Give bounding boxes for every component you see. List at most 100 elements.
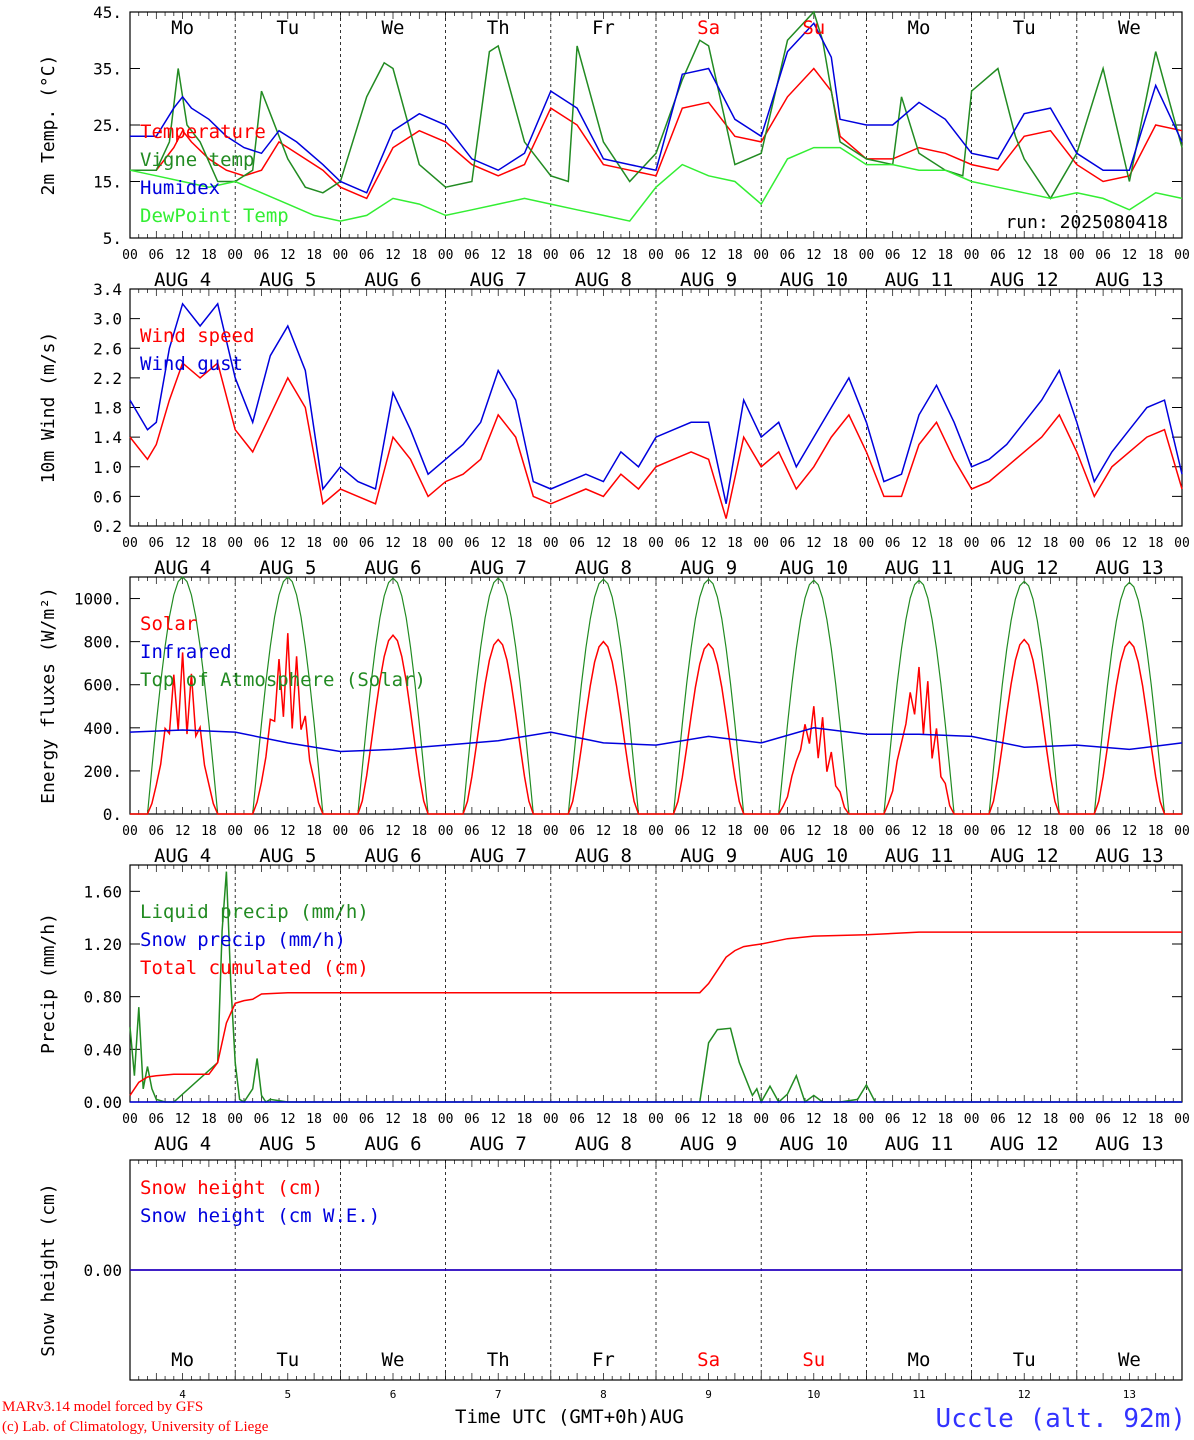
precip-y-tick-label: 0.00 [83, 1093, 122, 1112]
hour-tick-label: 06 [885, 824, 901, 839]
date-label: AUG 7 [470, 557, 527, 579]
hour-tick-label: 18 [306, 248, 322, 263]
hour-tick-label: 06 [1095, 824, 1111, 839]
hour-tick-label: 12 [806, 1112, 822, 1127]
date-label: AUG 9 [680, 845, 737, 867]
hour-tick-label: 00 [753, 536, 769, 551]
precip-y-axis-label: Precip (mm/h) [38, 913, 59, 1054]
hour-tick-label: 18 [727, 536, 743, 551]
wind-y-tick-label: 1.4 [93, 428, 122, 447]
hour-tick-label: 12 [385, 1112, 401, 1127]
series-line-infrared [129, 727, 1183, 753]
energy-y-tick-label: 0. [103, 805, 122, 824]
hour-tick-label: 12 [280, 536, 296, 551]
legend-vigne-temp: Vigne temp [140, 149, 254, 171]
wind-y-tick-label: 1.0 [93, 458, 122, 477]
date-label: AUG 13 [1095, 557, 1164, 579]
date-label: AUG 7 [470, 1133, 527, 1155]
energy-frame [129, 576, 1183, 815]
hour-tick-label: 18 [411, 1112, 427, 1127]
hour-tick-label: 12 [1016, 1112, 1032, 1127]
hour-tick-label: 06 [674, 824, 690, 839]
hour-tick-label: 12 [385, 824, 401, 839]
day-number-label: 5 [284, 1388, 291, 1401]
hour-tick-label: 12 [596, 248, 612, 263]
hour-tick-label: 00 [964, 536, 980, 551]
date-label: AUG 7 [470, 845, 527, 867]
temp-y-tick-label: 5. [103, 229, 122, 248]
hour-tick-label: 18 [622, 536, 638, 551]
hour-tick-label: 00 [859, 536, 875, 551]
hour-tick-label: 12 [175, 536, 191, 551]
date-label: AUG 6 [364, 845, 421, 867]
series-line-wind-speed [129, 361, 1183, 519]
hour-tick-label: 00 [1069, 536, 1085, 551]
hour-tick-label: 06 [254, 1112, 270, 1127]
hour-tick-label: 12 [385, 536, 401, 551]
hour-tick-label: 00 [753, 824, 769, 839]
hour-tick-label: 12 [280, 1112, 296, 1127]
hour-tick-label: 06 [1095, 536, 1111, 551]
hour-tick-label: 12 [280, 248, 296, 263]
hour-tick-label: 06 [1095, 248, 1111, 263]
hour-tick-label: 18 [306, 1112, 322, 1127]
date-label: AUG 8 [575, 269, 632, 291]
hour-tick-label: 06 [990, 248, 1006, 263]
wind-y-tick-label: 2.6 [93, 339, 122, 358]
hour-tick-label: 06 [464, 248, 480, 263]
weekday-label-bottom: Tu [1013, 1349, 1036, 1371]
hour-tick-label: 00 [1174, 248, 1190, 263]
weekday-label-bottom: We [1118, 1349, 1141, 1371]
hour-tick-label: 06 [359, 536, 375, 551]
hour-tick-label: 06 [359, 1112, 375, 1127]
hour-tick-label: 06 [148, 536, 164, 551]
station-label: Uccle (alt. 92m) [935, 1404, 1186, 1434]
wind-y-tick-label: 0.6 [93, 487, 122, 506]
hour-tick-label: 18 [622, 248, 638, 263]
date-label: AUG 12 [990, 845, 1059, 867]
hour-tick-label: 00 [122, 1112, 138, 1127]
date-label: AUG 8 [575, 845, 632, 867]
wind-y-tick-label: 3.0 [93, 310, 122, 329]
legend-snow-height-cm-: Snow height (cm) [140, 1177, 323, 1199]
wind-y-tick-label: 3.4 [93, 280, 122, 299]
hour-tick-label: 12 [911, 248, 927, 263]
series-line-temperature [130, 67, 1183, 200]
temp-y-tick-label: 25. [93, 116, 122, 135]
legend-snow-precip-mm-h-: Snow precip (mm/h) [140, 929, 346, 951]
legend-temperature: Temperature [140, 121, 266, 143]
series-line-total-cumulated-cm- [129, 931, 1182, 1096]
hour-tick-label: 18 [201, 824, 217, 839]
hour-tick-label: 12 [490, 536, 506, 551]
hour-tick-label: 06 [254, 248, 270, 263]
weekday-label-top: Fr [592, 17, 615, 39]
weekday-label-bottom: Mo [908, 1349, 931, 1371]
hour-tick-label: 12 [1016, 536, 1032, 551]
hour-tick-label: 18 [517, 536, 533, 551]
hour-tick-label: 06 [885, 1112, 901, 1127]
wind-y-tick-label: 1.8 [93, 399, 122, 418]
hour-tick-label: 00 [122, 824, 138, 839]
hour-tick-label: 00 [227, 536, 243, 551]
hour-tick-label: 18 [1148, 1112, 1164, 1127]
hour-tick-label: 18 [201, 536, 217, 551]
day-number-label: 9 [705, 1388, 712, 1401]
hour-tick-label: 12 [701, 248, 717, 263]
hour-tick-label: 00 [438, 1112, 454, 1127]
hour-tick-label: 06 [674, 248, 690, 263]
precip-y-tick-label: 1.20 [83, 935, 122, 954]
model-credit: MARv3.14 model forced by GFS [2, 1399, 204, 1415]
hour-tick-label: 06 [148, 824, 164, 839]
hour-tick-label: 06 [254, 536, 270, 551]
day-number-label: 13 [1123, 1388, 1136, 1401]
hour-tick-label: 00 [227, 1112, 243, 1127]
hour-tick-label: 06 [148, 1112, 164, 1127]
date-label: AUG 11 [885, 269, 954, 291]
date-label: AUG 12 [990, 269, 1059, 291]
hour-tick-label: 06 [464, 824, 480, 839]
precip-y-tick-label: 1.60 [83, 882, 122, 901]
hour-tick-label: 18 [937, 536, 953, 551]
hour-tick-label: 06 [569, 248, 585, 263]
date-label: AUG 9 [680, 269, 737, 291]
hour-tick-label: 06 [359, 248, 375, 263]
